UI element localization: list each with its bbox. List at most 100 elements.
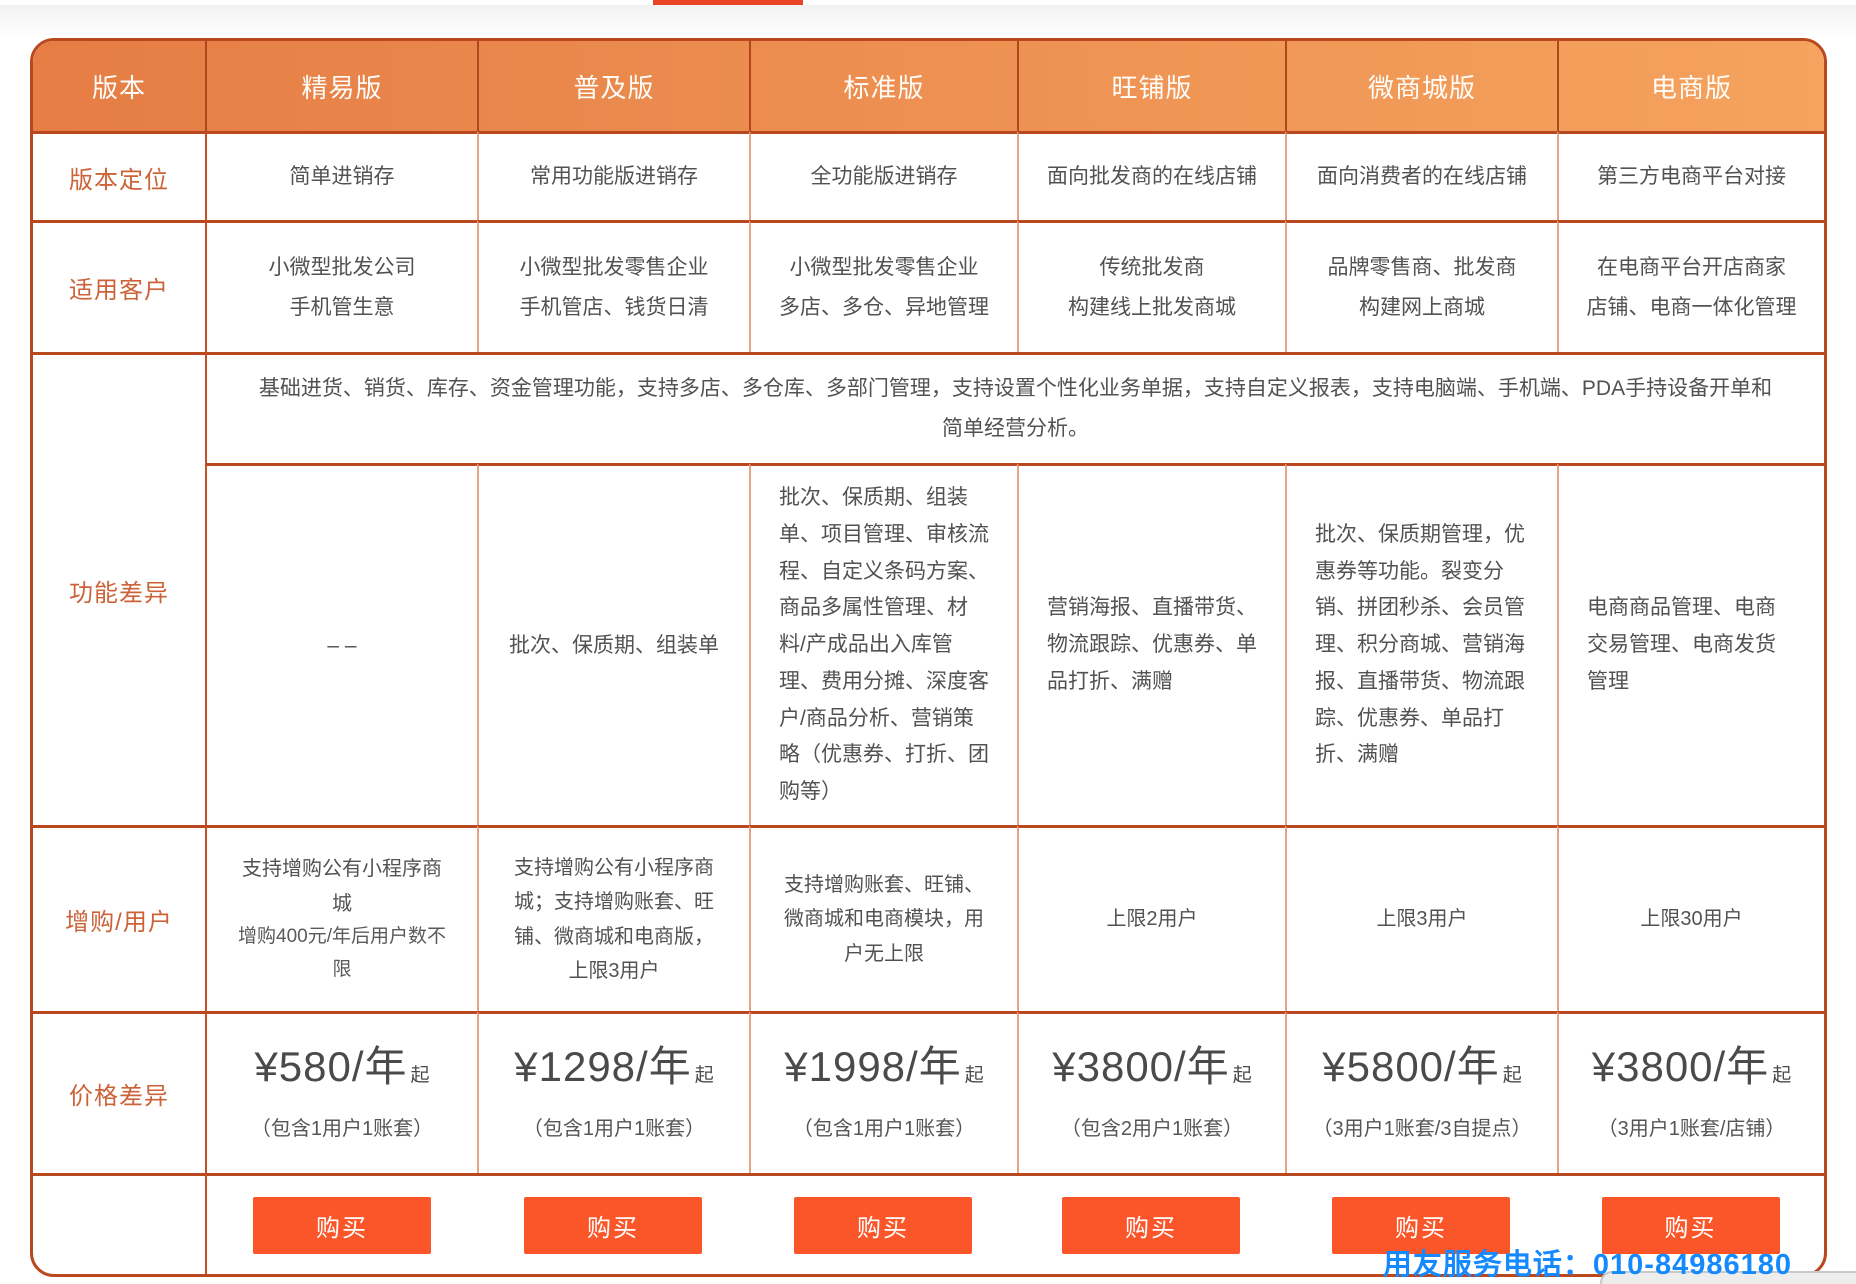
row-label-addon: 增购/用户 xyxy=(33,825,205,1011)
price-suffix: 起 xyxy=(410,1065,430,1086)
price-note: （包含1用户1账套） xyxy=(792,1118,976,1140)
page-top-gradient xyxy=(0,5,1856,39)
addon-cell: 上限2用户 xyxy=(1017,825,1285,1011)
buy-cell: 购买 xyxy=(477,1173,749,1274)
row-label-positioning: 版本定位 xyxy=(33,131,205,220)
customers-line: 手机管生意 xyxy=(289,295,395,319)
bottom-right-widget[interactable] xyxy=(1600,1271,1856,1284)
customers-line: 多店、多仓、异地管理 xyxy=(779,295,989,319)
addon-cell: 支持增购公有小程序商城 增购400元/年后用户数不限 xyxy=(205,825,477,1011)
price-note: （包含1用户1账套） xyxy=(522,1118,706,1140)
addon-cell: 支持增购公有小程序商城；支持增购账套、旺铺、微商城和电商版，上限3用户 xyxy=(477,825,749,1011)
price-cell: ¥3800/年起 （包含2用户1账套） xyxy=(1017,1011,1285,1173)
customers-cell: 传统批发商 构建线上批发商城 xyxy=(1017,220,1285,352)
price-suffix: 起 xyxy=(1232,1065,1252,1086)
buy-cell: 购买 xyxy=(1557,1173,1824,1274)
customers-line: 小微型批发公司 xyxy=(268,255,416,279)
price-note: （包含1用户1账套） xyxy=(250,1118,434,1140)
top-tab-indicator xyxy=(653,0,803,5)
buy-button[interactable]: 购买 xyxy=(794,1196,972,1254)
header-edition: 微商城版 xyxy=(1285,41,1557,131)
price-amount: ¥3800/年起 xyxy=(1052,1046,1251,1088)
positioning-cell: 面向批发商的在线店铺 xyxy=(1017,131,1285,220)
pricing-table: 版本 精易版 普及版 标准版 旺铺版 微商城版 电商版 版本定位 简单进销存 常… xyxy=(30,38,1827,1277)
header-edition: 标准版 xyxy=(749,41,1017,131)
customers-line: 在电商平台开店商家 xyxy=(1597,255,1786,279)
buy-button[interactable]: 购买 xyxy=(524,1196,702,1254)
header-edition: 电商版 xyxy=(1557,41,1824,131)
buy-cell: 购买 xyxy=(749,1173,1017,1274)
customers-line: 品牌零售商、批发商 xyxy=(1327,255,1517,279)
positioning-cell: 全功能版进销存 xyxy=(749,131,1017,220)
service-phone: 用友服务电话：010-84986180 xyxy=(1382,1249,1792,1281)
addon-line: 支持增购公有小程序商城 xyxy=(242,858,442,915)
customers-line: 传统批发商 xyxy=(1099,255,1205,279)
price-amount: ¥3800/年起 xyxy=(1592,1046,1791,1088)
row-label-features: 功能差异 xyxy=(33,352,205,825)
features-cell: 批次、保质期、组装单 xyxy=(477,463,749,825)
price-suffix: 起 xyxy=(1502,1065,1522,1086)
buy-row-empty-cell xyxy=(33,1173,205,1274)
price-note: （3用户1账套/3自提点） xyxy=(1312,1118,1532,1140)
price-cell: ¥3800/年起 （3用户1账套/店铺） xyxy=(1557,1011,1824,1173)
price-value: ¥1998/年 xyxy=(784,1043,962,1090)
price-value: ¥3800/年 xyxy=(1052,1043,1230,1090)
customers-cell: 小微型批发零售企业 多店、多仓、异地管理 xyxy=(749,220,1017,352)
price-cell: ¥580/年起 （包含1用户1账套） xyxy=(205,1011,477,1173)
buy-button[interactable]: 购买 xyxy=(1601,1196,1780,1254)
positioning-cell: 常用功能版进销存 xyxy=(477,131,749,220)
customers-cell: 品牌零售商、批发商 构建网上商城 xyxy=(1285,220,1557,352)
customers-cell: 小微型批发零售企业 手机管店、钱货日清 xyxy=(477,220,749,352)
price-cell: ¥5800/年起 （3用户1账套/3自提点） xyxy=(1285,1011,1557,1173)
price-suffix: 起 xyxy=(694,1065,714,1086)
price-amount: ¥5800/年起 xyxy=(1322,1046,1521,1088)
buy-cell: 购买 xyxy=(1017,1173,1285,1274)
price-amount: ¥1298/年起 xyxy=(514,1046,713,1088)
features-cell: 批次、保质期管理，优惠券等功能。裂变分销、拼团秒杀、会员管理、积分商城、营销海报… xyxy=(1285,463,1557,825)
buy-button[interactable]: 购买 xyxy=(1332,1196,1510,1254)
features-cell: 批次、保质期、组装单、项目管理、审核流程、自定义条码方案、商品多属性管理、材料/… xyxy=(749,463,1017,825)
customers-line: 小微型批发零售企业 xyxy=(789,255,979,279)
price-note: （包含2用户1账套） xyxy=(1060,1118,1244,1140)
header-version-label: 版本 xyxy=(91,72,146,103)
header-edition: 普及版 xyxy=(477,41,749,131)
price-amount: ¥580/年起 xyxy=(254,1046,429,1088)
header-edition: 旺铺版 xyxy=(1017,41,1285,131)
customers-line: 小微型批发零售企业 xyxy=(519,255,709,279)
header-edition: 精易版 xyxy=(205,41,477,131)
addon-cell: 上限3用户 xyxy=(1285,825,1557,1011)
buy-cell: 购买 xyxy=(1285,1173,1557,1274)
price-suffix: 起 xyxy=(964,1065,984,1086)
price-cell: ¥1998/年起 （包含1用户1账套） xyxy=(749,1011,1017,1173)
customers-line: 手机管店、钱货日清 xyxy=(519,295,709,319)
positioning-cell: 简单进销存 xyxy=(205,131,477,220)
customers-line: 构建线上批发商城 xyxy=(1068,295,1236,319)
price-value: ¥1298/年 xyxy=(514,1043,692,1090)
positioning-cell: 面向消费者的在线店铺 xyxy=(1285,131,1557,220)
row-label-price: 价格差异 xyxy=(33,1011,205,1173)
price-value: ¥3800/年 xyxy=(1591,1043,1770,1090)
customers-cell: 小微型批发公司 手机管生意 xyxy=(205,220,477,352)
price-cell: ¥1298/年起 （包含1用户1账套） xyxy=(477,1011,749,1173)
price-value: ¥580/年 xyxy=(254,1043,408,1090)
positioning-cell: 第三方电商平台对接 xyxy=(1557,131,1824,220)
price-value: ¥5800/年 xyxy=(1322,1043,1500,1090)
price-amount: ¥1998/年起 xyxy=(784,1046,983,1088)
price-note: （3用户1账套/店铺） xyxy=(1597,1118,1786,1140)
customers-line: 构建网上商城 xyxy=(1359,295,1485,319)
row-label-customers: 适用客户 xyxy=(33,220,205,352)
features-cell: – – xyxy=(205,463,477,825)
buy-button[interactable]: 购买 xyxy=(1062,1196,1240,1254)
customers-line: 店铺、电商一体化管理 xyxy=(1586,295,1797,319)
customers-cell: 在电商平台开店商家 店铺、电商一体化管理 xyxy=(1557,220,1824,352)
features-common-cell: 基础进货、销货、库存、资金管理功能，支持多店、多仓库、多部门管理，支持设置个性化… xyxy=(205,352,1824,463)
features-cell: 电商商品管理、电商交易管理、电商发货管理 xyxy=(1557,463,1824,825)
addon-subline: 增购400元/年后用户数不限 xyxy=(238,926,446,980)
addon-cell: 上限30用户 xyxy=(1557,825,1824,1011)
buy-cell: 购买 xyxy=(205,1173,477,1274)
price-suffix: 起 xyxy=(1772,1065,1792,1086)
features-cell: 营销海报、直播带货、物流跟踪、优惠券、单品打折、满赠 xyxy=(1017,463,1285,825)
table-header-background xyxy=(33,41,1824,131)
buy-button[interactable]: 购买 xyxy=(253,1196,431,1254)
